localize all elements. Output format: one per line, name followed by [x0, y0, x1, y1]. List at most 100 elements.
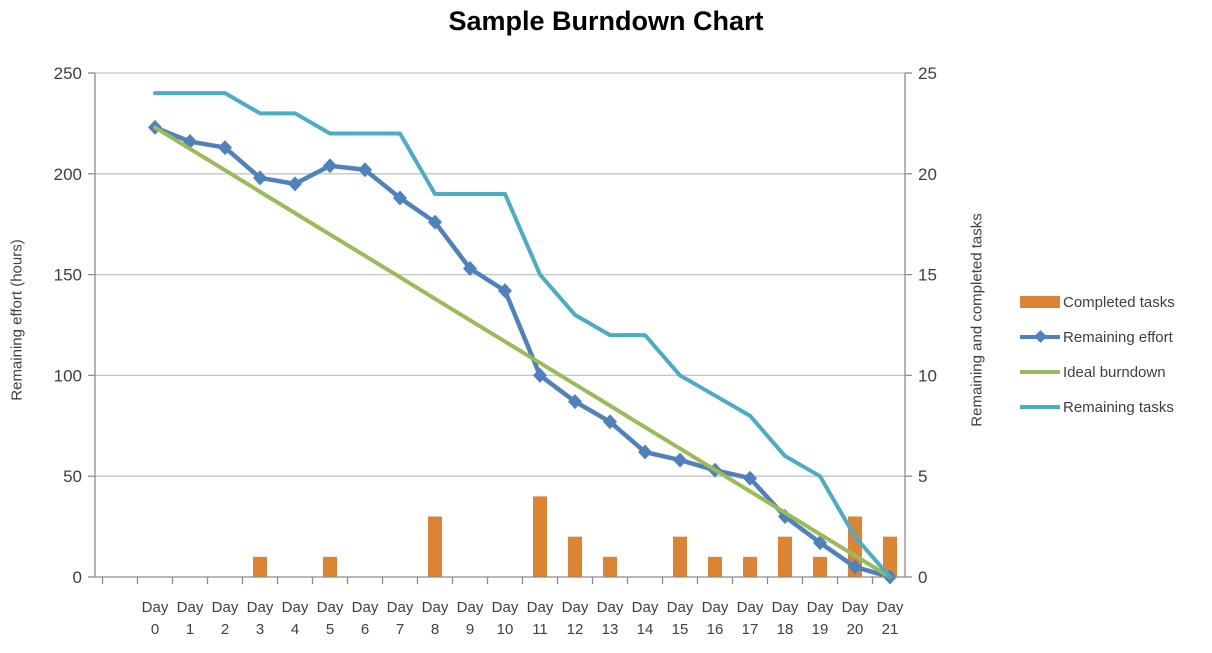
completed-tasks-bar-day-15: [673, 536, 687, 577]
x-axis-label-word: Day: [667, 599, 694, 616]
right-axis-tick-label: 15: [918, 266, 937, 285]
completed-tasks-bar-day-5: [323, 556, 337, 577]
remaining-tasks-line: [153, 91, 892, 579]
remaining-effort-point-day-3: [253, 170, 267, 186]
right-axis-tick-label: 10: [918, 366, 937, 385]
x-axis-label-number: 5: [326, 621, 334, 638]
x-axis-label-word: Day: [422, 599, 449, 616]
completed-tasks-bar-day-3: [253, 556, 267, 577]
x-axis-label-number: 21: [882, 621, 899, 638]
legend-item-remaining-effort: Remaining effort: [1020, 327, 1175, 347]
x-axis-label-number: 16: [707, 621, 724, 638]
completed-tasks-bar-day-16: [708, 556, 722, 577]
remaining-effort-point-day-2: [218, 140, 232, 156]
remaining-tasks-swatch-icon: [1020, 405, 1060, 409]
x-axis-label-number: 20: [847, 621, 864, 638]
remaining-effort-point-day-14: [638, 444, 652, 460]
diamond-marker-icon: [1034, 330, 1047, 343]
x-axis-label-word: Day: [212, 599, 239, 616]
x-axis-label-word: Day: [562, 599, 589, 616]
x-axis-label-word: Day: [247, 599, 274, 616]
left-axis-title: Remaining effort (hours): [8, 239, 26, 401]
remaining-effort-line: [152, 125, 893, 580]
remaining-effort-point-day-8: [428, 214, 442, 230]
left-axis-tick-label: 250: [54, 64, 82, 83]
gridlines: [95, 72, 905, 477]
x-axis-label-word: Day: [772, 599, 799, 616]
remaining-effort-point-day-15: [673, 452, 687, 468]
x-axis-label-word: Day: [807, 599, 834, 616]
x-axis-label-number: 14: [637, 621, 654, 638]
legend-label-remaining-tasks: Remaining tasks: [1063, 398, 1174, 416]
completed-tasks-bar-day-11: [533, 496, 547, 577]
series-completed-tasks: [253, 496, 897, 577]
x-axis-label-word: Day: [737, 599, 764, 616]
remaining-effort-point-day-4: [288, 176, 302, 192]
completed-tasks-bar-day-12: [568, 536, 582, 577]
x-axis-label-word: Day: [457, 599, 484, 616]
legend-label-ideal-burndown: Ideal burndown: [1063, 363, 1166, 381]
x-axis-label-number: 13: [602, 621, 619, 638]
completed-tasks-bar-day-18: [778, 536, 792, 577]
legend: Completed tasks Remaining effort Ideal b…: [1020, 292, 1175, 432]
left-axis-tick-label: 50: [63, 467, 82, 486]
x-axis-label-number: 4: [291, 621, 299, 638]
remaining-effort-point-day-20: [848, 559, 862, 575]
x-axis-label-word: Day: [142, 599, 169, 616]
remaining-effort-point-day-9: [463, 261, 477, 277]
tick-labels: 0 50 100 150 200 250 0 5 10 15 20 25 Day 0 Day 1 Day 2 Day…: [54, 64, 937, 638]
x-axis-label-number: 18: [777, 621, 794, 638]
legend-item-remaining-tasks: Remaining tasks: [1020, 397, 1175, 417]
series-remaining-tasks: [153, 91, 892, 579]
completed-tasks-bar-day-19: [813, 556, 827, 577]
series-remaining-effort: [148, 119, 897, 585]
legend-label-remaining-effort: Remaining effort: [1063, 328, 1173, 346]
x-axis-label-number: 11: [532, 621, 548, 638]
x-axis-label-number: 3: [256, 621, 264, 638]
x-axis-label-number: 0: [151, 621, 159, 638]
remaining-effort-point-day-5: [323, 158, 337, 174]
remaining-effort-point-day-10: [498, 283, 512, 299]
x-axis-label-number: 10: [497, 621, 514, 638]
x-axis-label-number: 9: [466, 621, 474, 638]
left-axis-tick-label: 150: [54, 266, 82, 285]
x-axis-label-word: Day: [527, 599, 554, 616]
series-ideal-burndown: [153, 125, 892, 579]
x-axis-label-word: Day: [352, 599, 379, 616]
completed-tasks-bar-day-21: [883, 536, 897, 577]
completed-tasks-bar-day-17: [743, 556, 757, 577]
remaining-effort-point-day-7: [393, 190, 407, 206]
legend-item-completed-tasks: Completed tasks: [1020, 292, 1175, 312]
right-axis-tick-label: 25: [918, 64, 937, 83]
completed-tasks-bar-day-13: [603, 556, 617, 577]
x-axis-label-word: Day: [177, 599, 204, 616]
x-axis-label-number: 19: [812, 621, 829, 638]
chart-title: Sample Burndown Chart: [448, 6, 764, 36]
x-axis-label-word: Day: [597, 599, 624, 616]
x-axis-label-number: 1: [186, 621, 194, 638]
remaining-effort-swatch-icon: [1020, 330, 1060, 343]
x-axis-label-word: Day: [387, 599, 414, 616]
right-axis-tick-label: 0: [918, 568, 927, 587]
right-axis-tick-label: 20: [918, 165, 937, 184]
right-axis-title: Remaining and completed tasks: [968, 213, 986, 427]
legend-label-completed-tasks: Completed tasks: [1063, 293, 1175, 311]
left-axis-tick-label: 0: [73, 568, 82, 587]
x-axis-label-word: Day: [317, 599, 344, 616]
x-axis-label-number: 8: [431, 621, 439, 638]
remaining-effort-point-day-11: [533, 367, 547, 383]
legend-item-ideal-burndown: Ideal burndown: [1020, 362, 1175, 382]
remaining-effort-point-day-12: [568, 394, 582, 410]
x-axis-label-word: Day: [492, 599, 519, 616]
left-axis-tick-label: 100: [54, 366, 82, 385]
remaining-effort-point-day-13: [603, 414, 617, 430]
x-axis-label-number: 15: [672, 621, 689, 638]
left-axis-tick-label: 200: [54, 165, 82, 184]
ideal-burndown-swatch-icon: [1020, 370, 1060, 374]
x-axis-label-number: 17: [742, 621, 759, 638]
ideal-burndown-line: [153, 125, 892, 579]
completed-tasks-bar-day-8: [428, 516, 442, 577]
x-axis-label-word: Day: [842, 599, 869, 616]
x-axis-label-word: Day: [877, 599, 904, 616]
